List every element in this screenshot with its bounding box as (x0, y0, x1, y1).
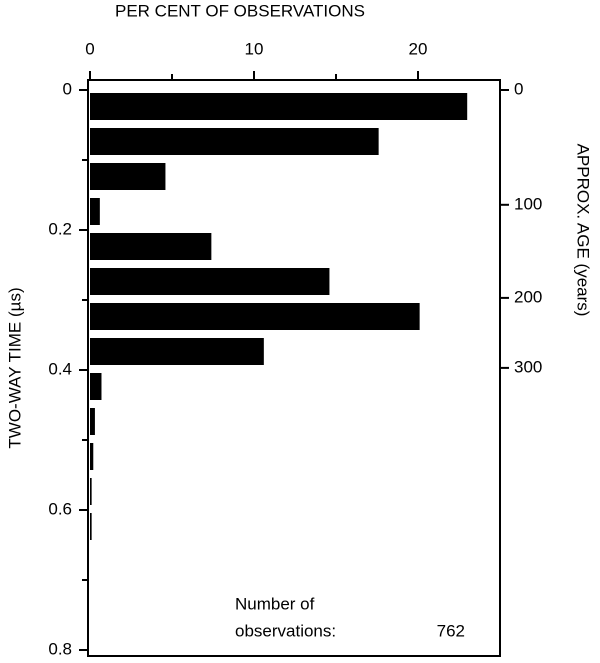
bar (90, 303, 420, 330)
bar (90, 373, 102, 400)
bar (90, 163, 166, 190)
chart-title: PER CENT OF OBSERVATIONS (115, 1, 365, 20)
y2-tick-label: 100 (514, 194, 542, 213)
y2-tick-label: 200 (514, 287, 542, 306)
y-tick-label: 0.6 (48, 499, 72, 518)
y-tick-label: 0.8 (48, 639, 72, 658)
y2-tick-label: 300 (514, 357, 542, 376)
annotation: observations: (235, 621, 336, 640)
bar (90, 443, 94, 470)
bar (90, 268, 330, 295)
bar (90, 513, 92, 540)
y-tick-label: 0 (63, 79, 72, 98)
bar (90, 233, 212, 260)
y-tick-label: 0.4 (48, 359, 72, 378)
annotation: Number of (235, 594, 315, 613)
x-tick-label: 0 (85, 39, 94, 58)
x-tick-label: 20 (409, 39, 428, 58)
bar (90, 338, 264, 365)
y-tick-label: 0.2 (48, 219, 72, 238)
annotation-count: 762 (437, 621, 465, 640)
x-tick-label: 10 (245, 39, 264, 58)
bar (90, 128, 379, 155)
bar (90, 478, 92, 505)
y2-tick-label: 0 (514, 79, 523, 98)
y-axis-label: TWO-WAY TIME (µs) (5, 287, 24, 448)
bar (90, 93, 468, 120)
y2-axis-label: APPROX. AGE (years) (574, 144, 593, 317)
bar (90, 408, 95, 435)
bar (90, 198, 100, 225)
